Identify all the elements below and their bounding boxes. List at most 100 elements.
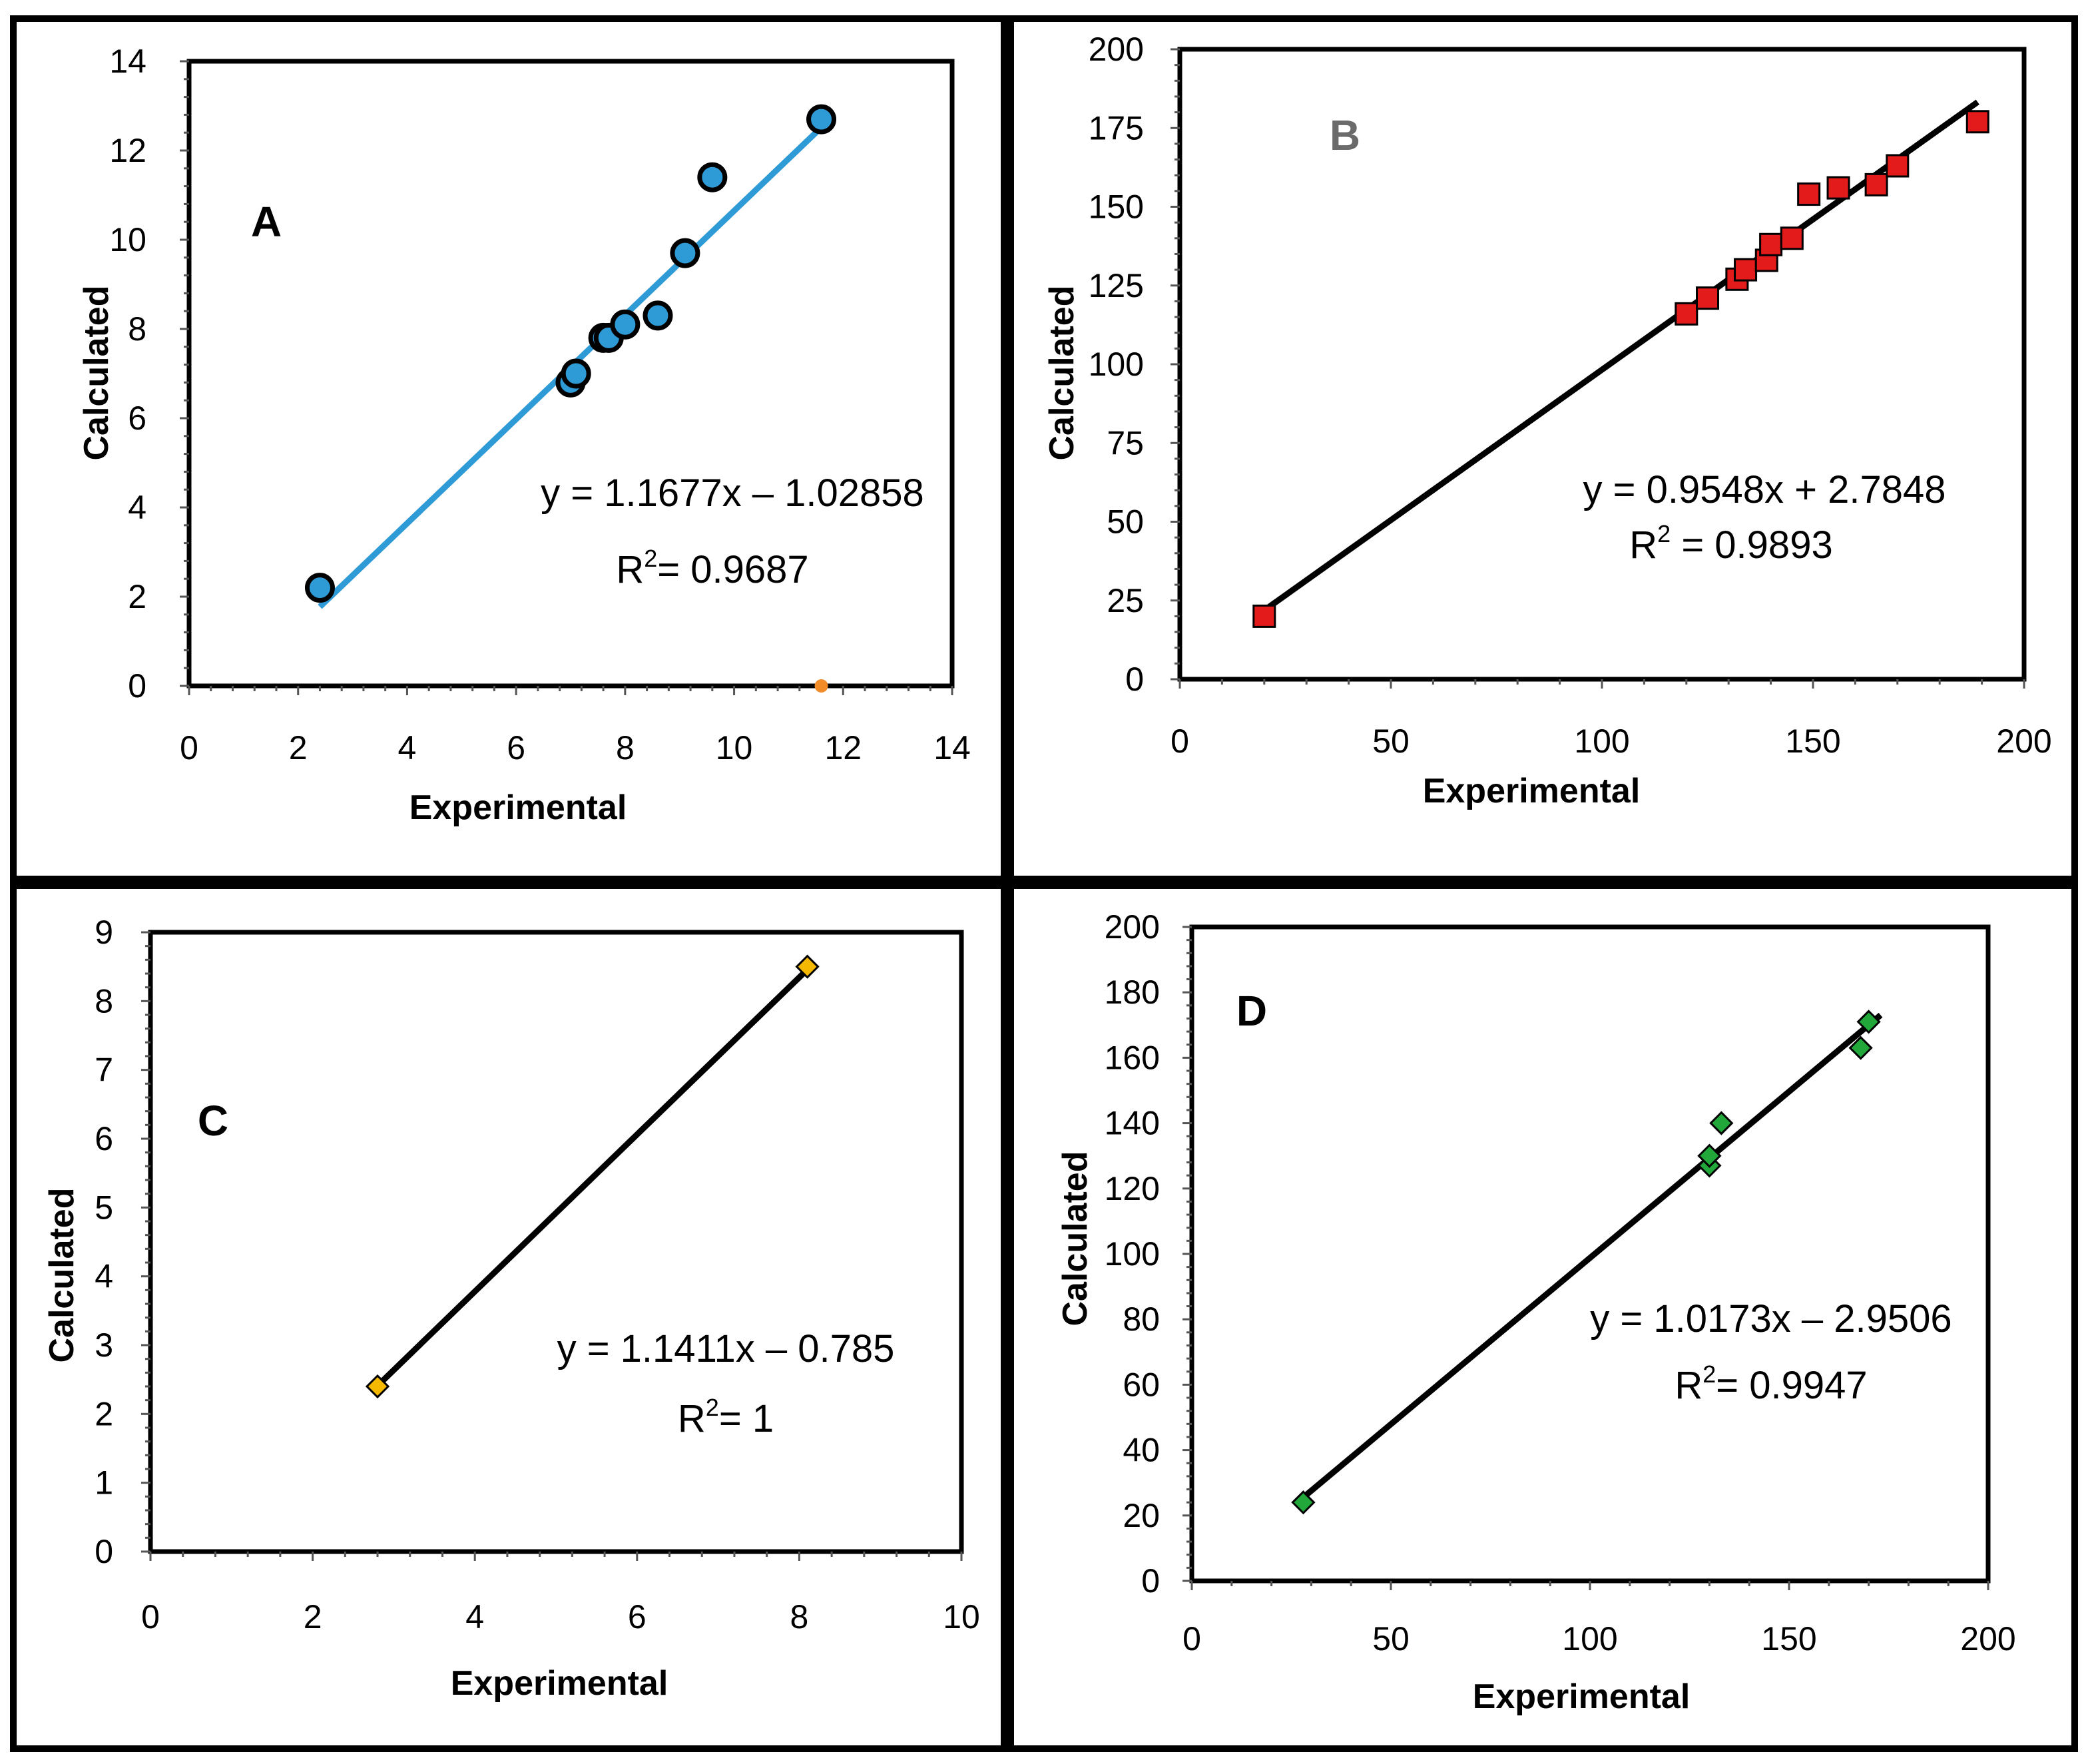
r-squared-label: R2= 0.9947 xyxy=(1675,1360,1867,1407)
r-squared-prefix: R xyxy=(678,1397,706,1440)
r-squared-superscript: 2 xyxy=(1657,520,1671,547)
y-tick-label: 9 xyxy=(95,914,113,951)
data-point xyxy=(1734,258,1758,282)
y-tick-label: 40 xyxy=(1123,1432,1160,1469)
r-squared-value: = 1 xyxy=(719,1397,774,1440)
data-point xyxy=(365,1374,390,1399)
x-tick-label: 8 xyxy=(616,729,635,766)
plot-area-a xyxy=(186,59,955,689)
y-tick-label: 100 xyxy=(1089,346,1144,383)
r-squared-superscript: 2 xyxy=(1702,1360,1716,1388)
data-point xyxy=(1856,1010,1881,1034)
data-point xyxy=(1675,302,1698,326)
panel-d-frame xyxy=(1007,882,2078,1752)
regression-equation: y = 1.1677x – 1.02858 xyxy=(541,471,924,515)
y-tick-label: 20 xyxy=(1123,1497,1160,1534)
data-point xyxy=(1886,154,1910,178)
chart-panel-a: 0 2 4 6 8 10 12 14 0 2 4 6 8 10 12 14 Experimental Calcul… xyxy=(77,43,971,827)
x-tick-label: 50 xyxy=(1372,1620,1410,1657)
regression-equation: y = 1.0173x – 2.9506 xyxy=(1590,1297,1952,1340)
x-tick-label: 10 xyxy=(716,729,753,766)
x-tick-label: 50 xyxy=(1372,723,1410,760)
x-tick-label: 0 xyxy=(141,1598,160,1635)
r-squared-superscript: 2 xyxy=(706,1394,719,1421)
y-tick-label: 200 xyxy=(1089,31,1144,68)
x-tick-label: 100 xyxy=(1562,1620,1617,1657)
y-tick-label: 100 xyxy=(1105,1235,1160,1273)
y-tick-label: 160 xyxy=(1105,1039,1160,1076)
y-tick-label: 8 xyxy=(128,310,146,348)
data-point xyxy=(1826,176,1850,200)
x-axis-title: Experimental xyxy=(1473,1677,1691,1716)
data-point xyxy=(1291,1490,1316,1515)
data-point xyxy=(610,309,641,340)
y-tick-label: 125 xyxy=(1089,267,1144,304)
panel-b-frame xyxy=(1007,15,2078,882)
r-squared-superscript: 2 xyxy=(644,545,657,572)
y-tick-label: 6 xyxy=(128,400,146,437)
y-tick-label: 12 xyxy=(109,132,146,169)
data-point xyxy=(697,162,728,192)
data-point xyxy=(1252,604,1276,628)
data-point xyxy=(806,104,837,135)
panel-label-a: A xyxy=(251,198,282,246)
panel-label-d: D xyxy=(1236,987,1267,1035)
y-axis-title: Calculated xyxy=(43,1188,81,1363)
chart-panel-c: 0 2 4 6 8 10 0 1 2 3 4 5 6 7 8 9 Experimental Calculated C… xyxy=(43,914,980,1703)
panel-label-b: B xyxy=(1330,111,1360,159)
x-tick-label: 150 xyxy=(1761,1620,1816,1657)
y-tick-label: 14 xyxy=(109,43,146,80)
trendline-d xyxy=(1301,1012,1883,1500)
x-tick-label: 10 xyxy=(943,1598,980,1635)
x-tick-label: 200 xyxy=(1960,1620,2015,1657)
data-point xyxy=(1759,232,1783,256)
regression-equation: y = 1.1411x – 0.785 xyxy=(557,1327,895,1370)
x-tick-label: 2 xyxy=(289,729,308,766)
panel-label-c: C xyxy=(198,1097,228,1145)
y-tick-label: 200 xyxy=(1105,908,1160,946)
trendline-c xyxy=(375,963,814,1388)
y-tick-label: 175 xyxy=(1089,109,1144,147)
r-squared-prefix: R xyxy=(1675,1364,1702,1407)
y-tick-label: 25 xyxy=(1107,582,1144,619)
data-point xyxy=(1709,1111,1734,1135)
x-tick-label: 8 xyxy=(790,1598,808,1635)
r-squared-value: = 0.9893 xyxy=(1671,523,1833,567)
y-tick-label: 4 xyxy=(128,489,146,526)
r-squared-label: R2= 1 xyxy=(678,1394,774,1440)
chart-panel-b: 0 50 100 150 200 0 25 50 75 100 125 150 175 200 Experi… xyxy=(1043,31,2052,810)
data-point xyxy=(1780,226,1804,250)
y-axis-title: Calculated xyxy=(1043,286,1081,461)
y-tick-label: 7 xyxy=(95,1051,113,1089)
x-tick-label: 0 xyxy=(1171,723,1189,760)
x-tick-label: 0 xyxy=(180,729,198,766)
y-tick-label: 6 xyxy=(95,1120,113,1157)
data-point xyxy=(670,238,700,268)
x-tick-label: 4 xyxy=(465,1598,484,1635)
y-axis-title: Calculated xyxy=(77,286,116,461)
y-tick-label: 0 xyxy=(1141,1562,1160,1600)
x-tick-label: 12 xyxy=(824,729,862,766)
y-axis-title: Calculated xyxy=(1056,1151,1095,1326)
data-point xyxy=(795,954,820,979)
y-tick-label: 4 xyxy=(95,1258,113,1295)
x-axis-title: Experimental xyxy=(409,788,627,827)
data-point xyxy=(643,300,673,331)
data-point xyxy=(1864,172,1888,196)
x-tick-label: 6 xyxy=(628,1598,647,1635)
x-tick-label: 0 xyxy=(1182,1620,1201,1657)
data-point xyxy=(1696,286,1719,310)
r-squared-prefix: R xyxy=(616,548,644,591)
x-tick-label: 4 xyxy=(398,729,417,766)
r-squared-label: R2= 0.9687 xyxy=(616,545,808,591)
y-tick-label: 0 xyxy=(128,667,146,705)
x-axis-title: Experimental xyxy=(1423,772,1641,810)
y-tick-label: 2 xyxy=(128,578,146,615)
regression-equation: y = 0.9548x + 2.7848 xyxy=(1583,468,1946,511)
data-point xyxy=(1697,1143,1722,1168)
data-point xyxy=(561,358,591,389)
y-tick-label: 50 xyxy=(1107,503,1144,541)
y-tick-label: 180 xyxy=(1105,974,1160,1011)
data-point xyxy=(304,573,335,603)
